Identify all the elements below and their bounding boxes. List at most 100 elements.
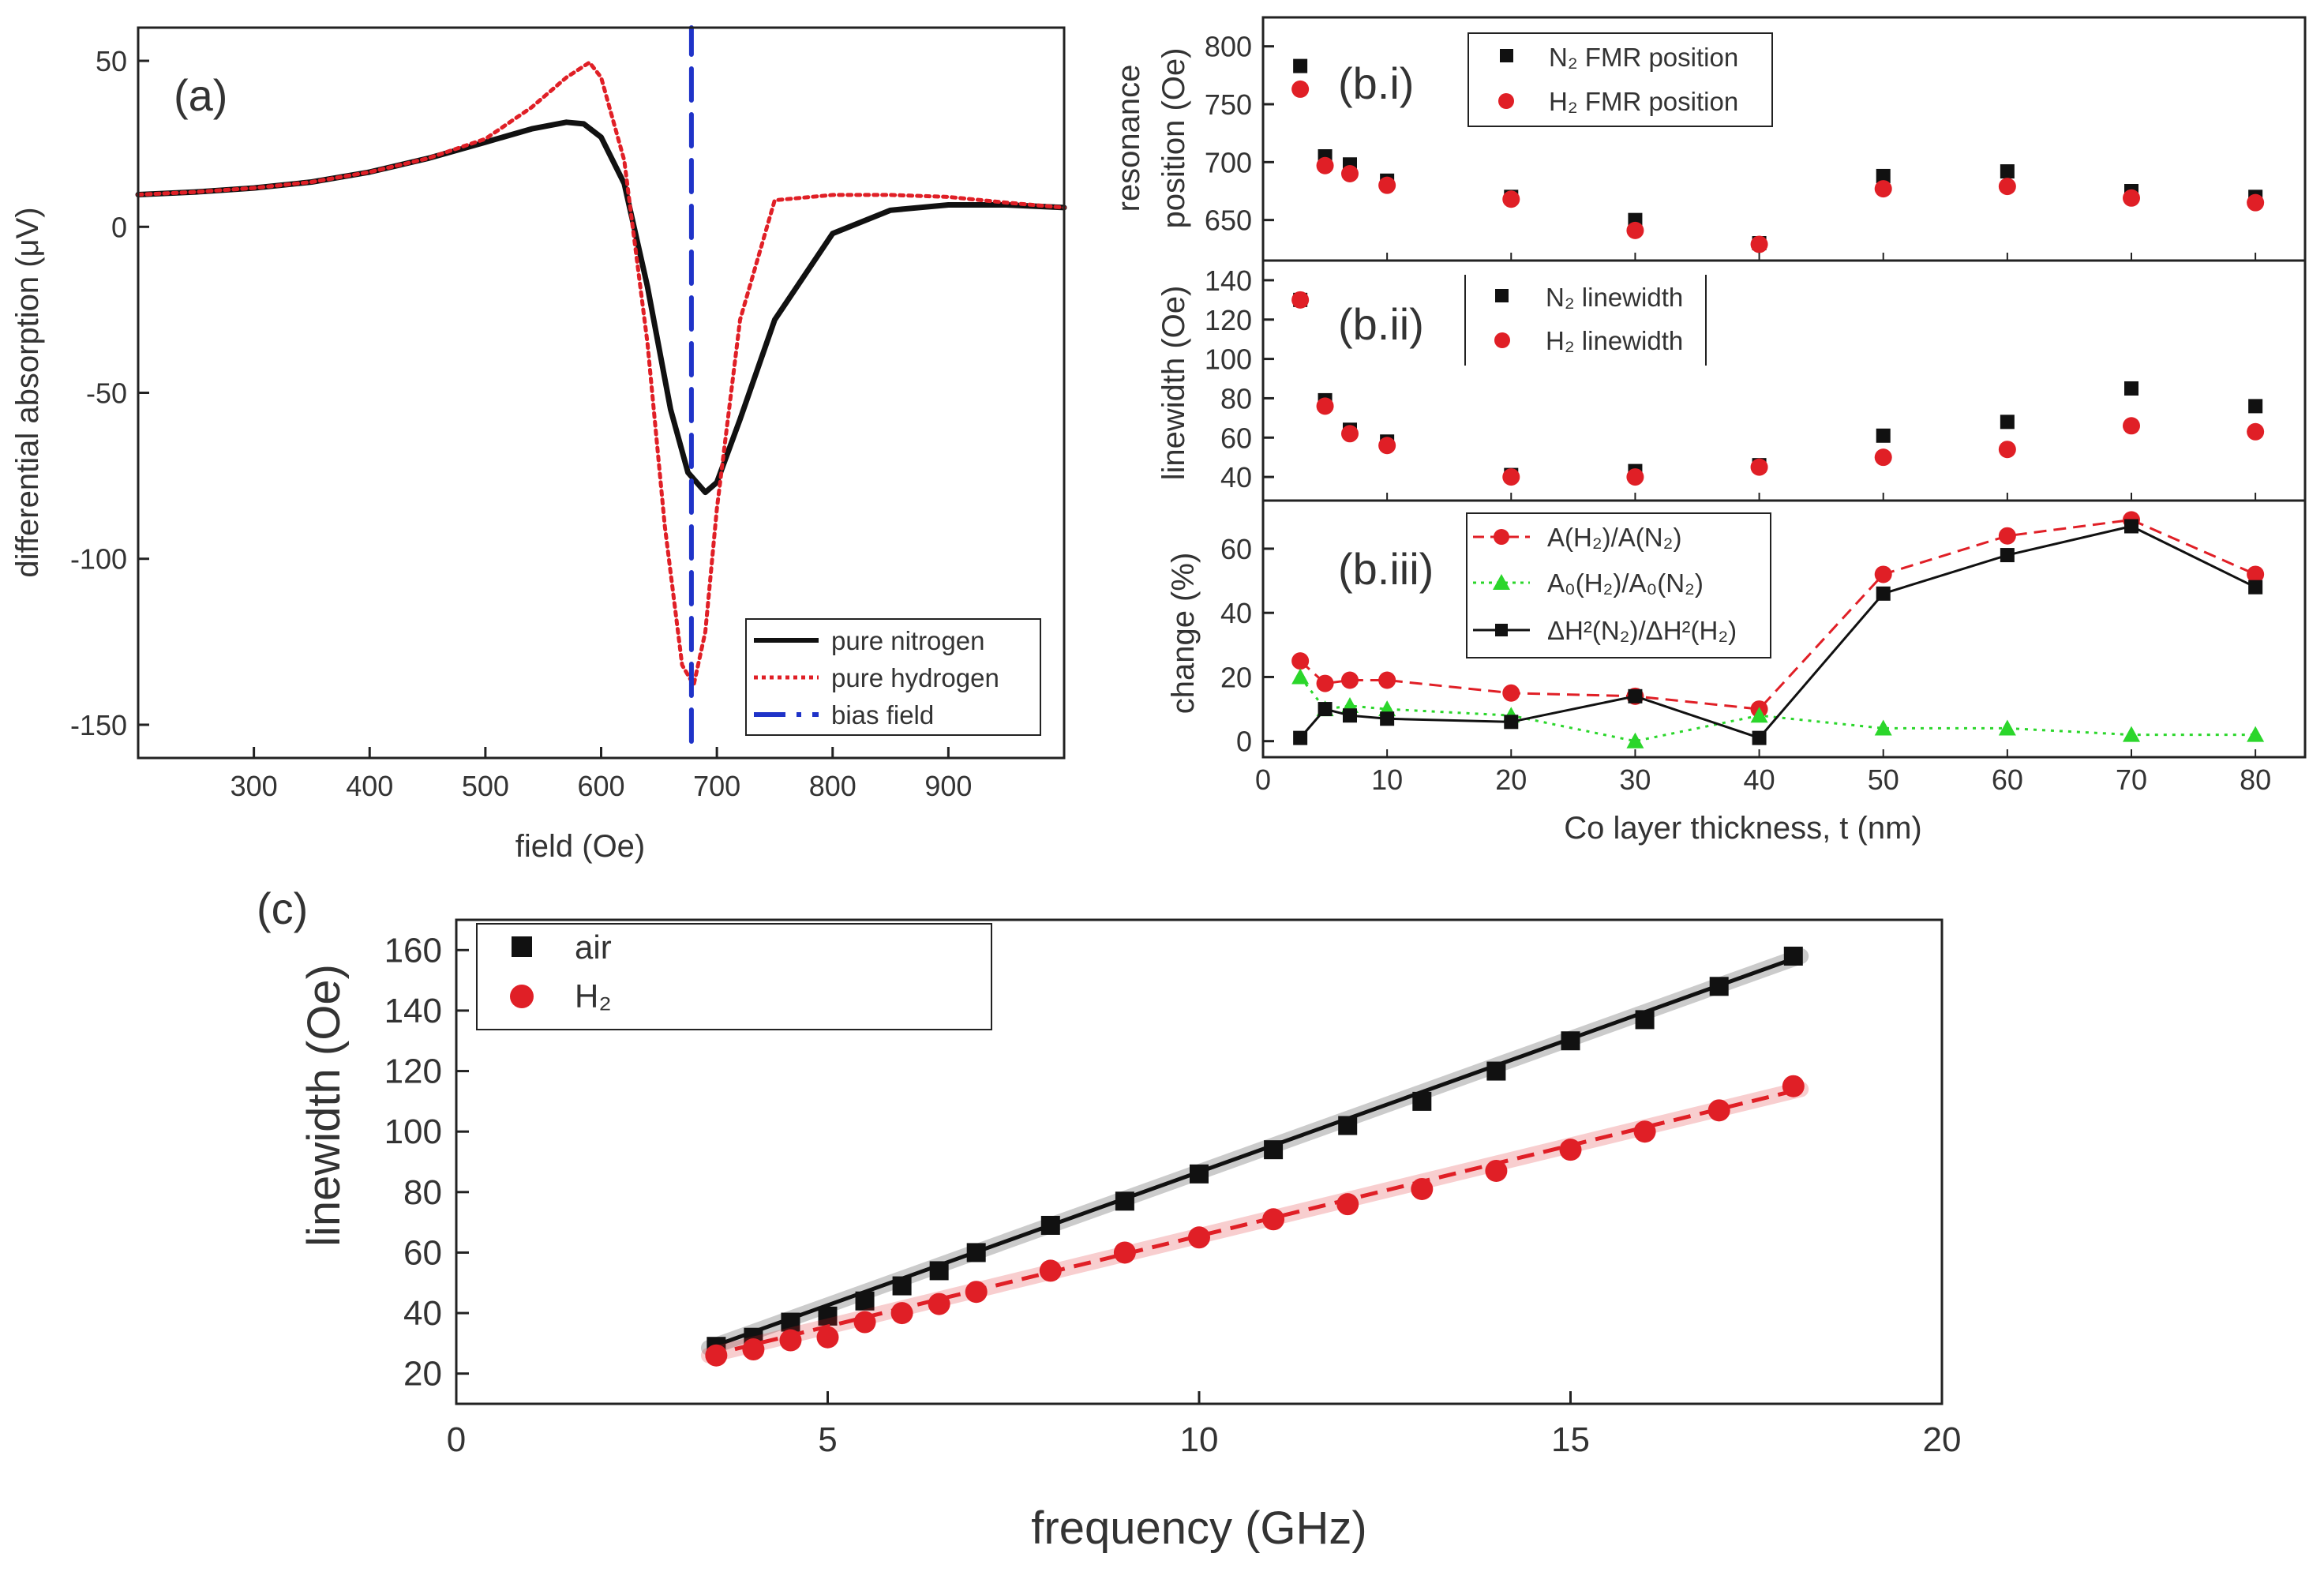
legend-marker-linewidth-ratio <box>1495 624 1508 636</box>
x-tick-label: 50 <box>1868 763 1899 796</box>
x-tick-label: 80 <box>2240 763 2271 796</box>
data-point-air <box>1486 1061 1506 1081</box>
data-point-square <box>2124 519 2138 534</box>
y-tick-label: 100 <box>384 1112 442 1151</box>
panel-b-ii-label: (b.ii) <box>1338 299 1424 349</box>
data-point-square <box>1380 711 1395 726</box>
data-point-square <box>1293 58 1308 73</box>
data-point-h2 <box>779 1329 802 1352</box>
data-point-air <box>781 1312 800 1332</box>
panel-b-iii: 0 20 40 60 0 10 20 30 40 50 60 70 80 (b.iii) change … <box>1166 511 2271 846</box>
x-tick-label: 60 <box>1992 763 2023 796</box>
legend-label-n2-linewidth: N₂ linewidth <box>1546 283 1683 312</box>
data-point-circle <box>1378 671 1396 689</box>
data-point-circle <box>2247 193 2265 212</box>
data-point-square <box>1318 702 1333 717</box>
data-point-triangle <box>1750 707 1768 723</box>
legend-marker-h2-linewidth <box>1494 332 1510 348</box>
data-point-air <box>1040 1215 1060 1235</box>
data-point-circle <box>1378 437 1396 455</box>
legend-marker-n2-linewidth <box>1495 289 1509 302</box>
data-point-square <box>2000 164 2015 179</box>
series-line-hydrogen <box>136 60 1066 687</box>
panel-b-i: 650 700 750 800 (b.i) resonance position (O… <box>1111 31 2265 261</box>
legend-marker-h2 <box>510 985 534 1008</box>
data-point-square <box>1628 688 1643 703</box>
data-point-h2 <box>1485 1159 1508 1182</box>
data-point-air <box>892 1276 912 1296</box>
x-tick-label: 20 <box>1923 1420 1962 1459</box>
legend-label-h2-linewidth: H₂ linewidth <box>1546 326 1683 355</box>
data-point-square <box>1293 730 1308 745</box>
panel-a-ylabel: differential absorption (μV) <box>10 207 45 577</box>
data-point-circle <box>1341 165 1359 182</box>
y-tick-label: 60 <box>1220 533 1252 565</box>
data-point-h2 <box>705 1344 728 1367</box>
y-tick-label: 120 <box>384 1052 442 1091</box>
legend-label-bias: bias field <box>831 700 934 730</box>
x-tick-label: 70 <box>2116 763 2147 796</box>
data-point-circle <box>1502 190 1520 208</box>
legend-label-nitrogen: pure nitrogen <box>831 626 984 655</box>
data-point-triangle <box>2123 726 2140 742</box>
data-point-air <box>1709 977 1729 996</box>
y-tick-label: 0 <box>111 211 127 243</box>
data-point-circle <box>2123 189 2140 207</box>
data-point-circle <box>1316 397 1334 415</box>
data-point-circle <box>2123 417 2140 435</box>
data-point-h2 <box>1633 1120 1656 1143</box>
data-point-square <box>1876 586 1891 601</box>
y-tick-label: 160 <box>384 931 442 970</box>
legend-marker-h2-position <box>1498 93 1514 109</box>
data-point-square <box>1752 730 1767 745</box>
panel-b-i-ylabel-line2: position (Oe) <box>1156 48 1191 229</box>
data-point-circle <box>1502 468 1520 486</box>
panel-c-xlabel: frequency (GHz) <box>1031 1503 1366 1554</box>
legend-label-amp-ratio: A(H₂)/A(N₂) <box>1547 523 1681 552</box>
series-line-square <box>1299 524 2256 740</box>
y-tick-label: 650 <box>1205 204 1252 237</box>
y-tick-label: 80 <box>1220 382 1252 415</box>
legend-label-h2: H₂ <box>575 977 612 1015</box>
x-tick-label: 30 <box>1619 763 1651 796</box>
data-point-air <box>1264 1140 1284 1160</box>
data-point-air <box>818 1306 838 1326</box>
y-tick-label: 60 <box>1220 422 1252 454</box>
data-point-circle <box>1750 235 1768 253</box>
legend-marker-a0-ratio <box>1493 574 1510 590</box>
series-line-circle <box>1299 518 2256 711</box>
data-point-air <box>1115 1191 1134 1211</box>
data-point-h2 <box>1188 1226 1210 1249</box>
series-line-nitrogen <box>135 119 1067 496</box>
data-point-h2 <box>853 1311 876 1334</box>
data-point-h2 <box>816 1326 839 1349</box>
data-point-circle <box>1874 180 1892 198</box>
data-point-square <box>2000 548 2015 563</box>
legend-label-n2-position: N₂ FMR position <box>1549 43 1738 72</box>
panel-c-ylabel: linewidth (Oe) <box>298 964 350 1247</box>
y-tick-label: 800 <box>1205 31 1252 63</box>
panel-a-label: (a) <box>174 70 227 120</box>
data-point-circle <box>1998 527 2016 545</box>
legend-marker-n2-position <box>1500 49 1513 62</box>
data-point-square <box>2124 381 2138 396</box>
x-tick-label: 20 <box>1495 763 1527 796</box>
data-point-air <box>1190 1164 1209 1184</box>
panel-c: 0 5 10 15 20 20 40 60 80 100 120 140 160 (c) frequen… <box>257 884 1961 1554</box>
x-tick-label: 900 <box>924 770 972 802</box>
panel-b-ii-legend: N₂ linewidth H₂ linewidth <box>1464 275 1707 366</box>
y-tick-label: 0 <box>1236 726 1252 758</box>
data-point-h2 <box>1039 1259 1062 1282</box>
panel-b-i-legend-box <box>1467 32 1773 127</box>
data-point-air <box>1412 1091 1432 1111</box>
data-point-circle <box>1316 674 1334 692</box>
legend-label-a0-ratio: A₀(H₂)/A₀(N₂) <box>1547 568 1704 598</box>
panel-a-legend: pure nitrogen pure hydrogen bias field <box>745 618 1041 736</box>
panel-b-ii: 40 60 80 100 120 140 (b.ii) linewidth (Oe) N₂… <box>1156 265 2265 501</box>
x-tick-label: 300 <box>231 770 278 802</box>
y-tick-label: 140 <box>1205 265 1252 297</box>
y-tick-label: 140 <box>384 992 442 1030</box>
data-point-air <box>1635 1010 1655 1030</box>
x-tick-label: 10 <box>1371 763 1403 796</box>
